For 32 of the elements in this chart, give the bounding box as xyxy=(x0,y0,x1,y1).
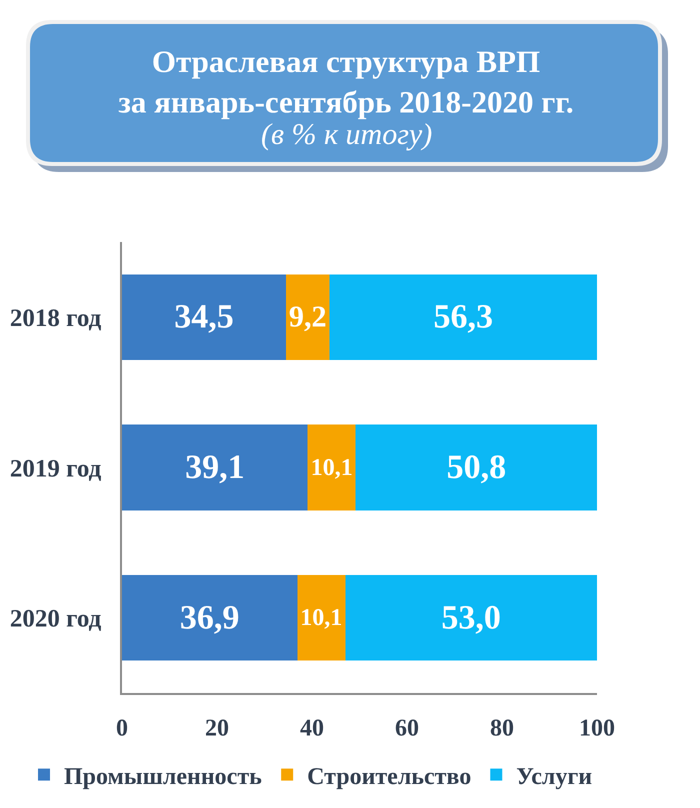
x-tick-label: 60 xyxy=(395,716,419,742)
x-tick-label: 0 xyxy=(116,716,128,742)
data-label: 34,5 xyxy=(174,298,234,336)
y-tick-label: 2018 год xyxy=(10,304,102,332)
x-tick-label: 80 xyxy=(490,716,514,742)
chart-title: Отраслевая структура ВРП за январь-сентябрь 2018-2020 гг. xyxy=(118,44,574,120)
bar xyxy=(286,274,330,360)
chart-subtitle: (в % к итогу) xyxy=(261,118,432,151)
data-label: 9,2 xyxy=(288,299,327,334)
bar xyxy=(297,574,346,661)
x-tick-label: 100 xyxy=(579,716,615,742)
data-label: 53,0 xyxy=(441,599,501,636)
x-tick-label: 20 xyxy=(205,716,229,742)
legend-label: Промышленность xyxy=(64,764,262,790)
data-label: 50,8 xyxy=(446,449,506,486)
data-label: 39,1 xyxy=(185,449,245,486)
data-label: 10,1 xyxy=(300,605,342,632)
bar xyxy=(356,424,597,510)
bar xyxy=(122,574,298,661)
bar xyxy=(122,424,308,510)
bar xyxy=(345,574,597,661)
y-tick-label: 2020 год xyxy=(10,606,102,633)
x-tick-label: 40 xyxy=(300,716,324,742)
y-tick-label: 2019 год xyxy=(10,455,102,482)
legend-label: Строительство xyxy=(307,764,472,790)
bar xyxy=(122,274,286,360)
data-label: 56,3 xyxy=(434,298,494,336)
bar xyxy=(330,274,597,360)
data-label: 10,1 xyxy=(310,454,353,481)
bar xyxy=(308,424,356,510)
legend-label: Услуги xyxy=(516,764,592,790)
data-label: 36,9 xyxy=(180,599,240,636)
